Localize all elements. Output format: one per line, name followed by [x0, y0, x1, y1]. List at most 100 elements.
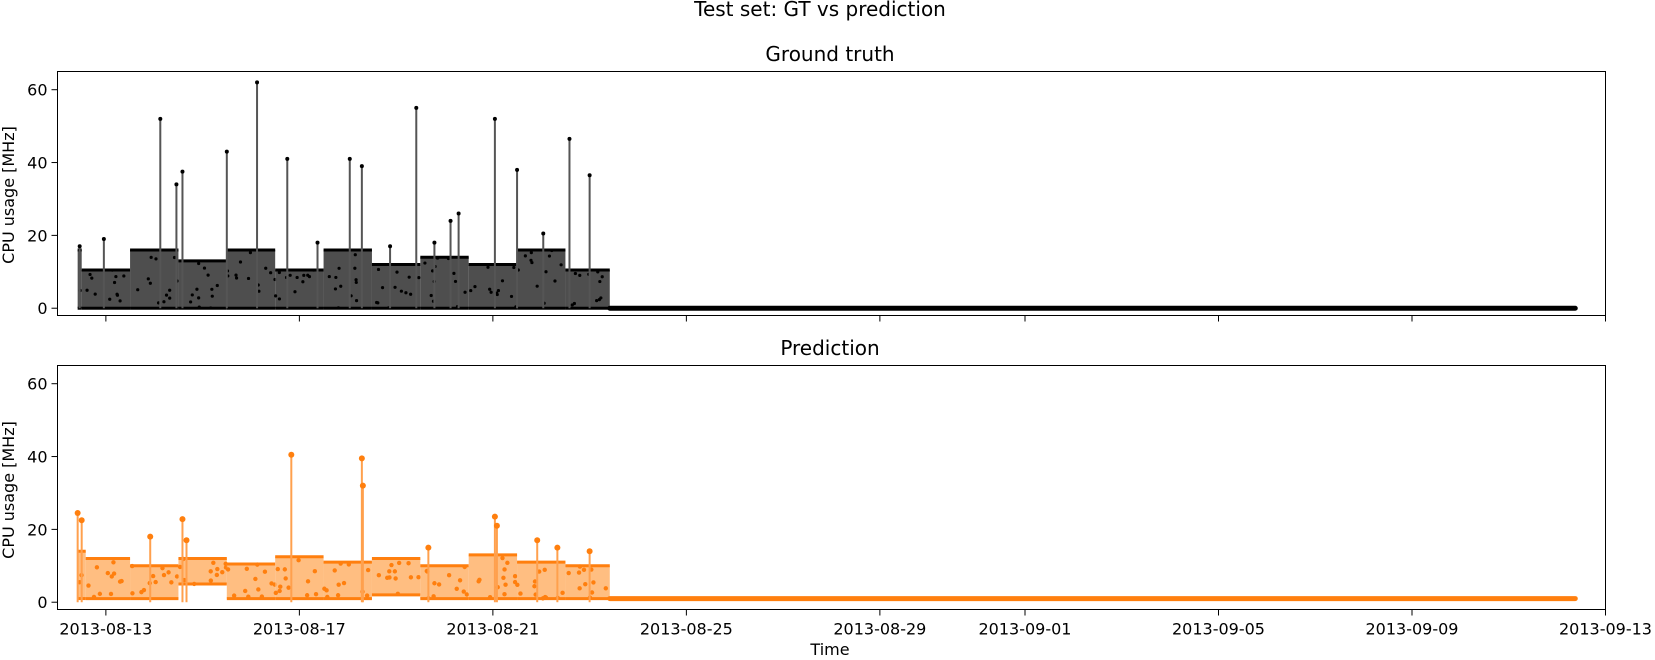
series-spike-point: [183, 537, 190, 544]
series-point: [150, 573, 156, 579]
series-point: [304, 593, 310, 598]
series-point: [210, 287, 214, 291]
series-point: [338, 561, 343, 566]
y-tick-label: 0: [37, 593, 47, 612]
x-tick-label: 2013-09-09: [1366, 620, 1459, 639]
series-point: [488, 287, 492, 291]
series-point: [591, 580, 596, 585]
series-point: [192, 581, 197, 587]
series-point: [354, 299, 359, 303]
series-point: [570, 303, 574, 307]
series-point: [502, 592, 507, 597]
series-point: [313, 591, 319, 597]
series-point: [337, 266, 341, 270]
series-point: [547, 254, 552, 258]
series-point: [220, 569, 225, 575]
series-spike-point: [347, 156, 352, 161]
series-point: [275, 566, 280, 572]
ground-truth-title: Ground truth: [765, 42, 894, 66]
series-band-segment: [275, 269, 324, 309]
series-point: [166, 570, 171, 575]
series-spike-point: [147, 533, 154, 540]
series-point: [215, 283, 219, 288]
series-spike-point: [288, 451, 295, 458]
series-point: [353, 253, 357, 257]
series-point: [535, 284, 539, 288]
series-point: [385, 575, 390, 580]
series-point: [259, 594, 265, 599]
series-point: [509, 294, 514, 299]
ground-truth-plot-area: [77, 80, 1578, 311]
series-point: [464, 592, 470, 597]
series-point: [399, 289, 403, 293]
series-point: [596, 270, 600, 274]
series-point: [332, 568, 337, 573]
series-spike-point: [432, 240, 437, 245]
series-point: [406, 561, 411, 566]
x-tick-label: 2013-08-29: [833, 620, 926, 639]
series-point: [244, 566, 250, 571]
series-point: [225, 567, 231, 572]
series-point: [473, 285, 477, 289]
series-point: [486, 265, 490, 269]
series-point: [118, 299, 122, 303]
series-point: [111, 560, 116, 565]
series-point: [453, 279, 458, 284]
series-point: [273, 590, 279, 596]
series-point: [560, 590, 565, 596]
series-point: [195, 287, 199, 291]
series-point: [93, 292, 97, 296]
series-point: [336, 306, 341, 310]
series-point: [129, 563, 135, 569]
series-point: [208, 578, 214, 583]
series-band-segment: [420, 257, 469, 309]
ground-truth-yticks: 0 20 40 60: [27, 81, 58, 318]
series-point: [577, 564, 583, 569]
series-point: [136, 288, 140, 292]
series-point: [234, 276, 239, 280]
x-tick-label: 2013-08-21: [446, 620, 539, 639]
series-point: [409, 292, 413, 296]
series-spike-point: [534, 537, 541, 544]
series-point: [395, 591, 401, 596]
series-point: [603, 586, 608, 591]
series-point: [404, 291, 408, 295]
series-point: [393, 285, 397, 289]
series-spike-point: [285, 156, 290, 161]
series-point: [283, 576, 288, 581]
series-point: [392, 569, 398, 574]
series-point: [164, 293, 169, 297]
series-point: [256, 587, 261, 592]
series-point: [354, 278, 358, 282]
series-point: [503, 582, 508, 587]
series-band-segment: [323, 562, 372, 599]
series-point: [364, 593, 370, 598]
series-point: [168, 288, 172, 292]
series-point: [146, 277, 150, 281]
prediction-xlabel: Time: [809, 640, 849, 659]
series-point: [264, 266, 268, 270]
series-point: [354, 280, 358, 285]
series-band-segment: [226, 563, 276, 599]
series-point: [90, 276, 94, 280]
series-spike-point: [587, 173, 592, 178]
series-point: [246, 594, 251, 599]
series-point: [353, 266, 357, 270]
series-point: [108, 297, 112, 301]
series-band-segment: [323, 249, 372, 309]
series-point: [429, 293, 433, 298]
series-point: [339, 284, 343, 288]
series-point: [257, 289, 261, 293]
series-point: [197, 305, 201, 309]
series-point: [277, 270, 281, 275]
series-spike-point: [101, 237, 106, 242]
series-point: [529, 251, 533, 255]
series-point: [293, 290, 297, 294]
ground-truth-frame: [57, 71, 1606, 316]
series-point: [223, 561, 228, 566]
series-point: [91, 594, 97, 600]
series-spike-point: [78, 517, 85, 524]
series-point: [97, 591, 103, 597]
series-band-segment: [275, 556, 324, 599]
series-point: [177, 564, 183, 570]
